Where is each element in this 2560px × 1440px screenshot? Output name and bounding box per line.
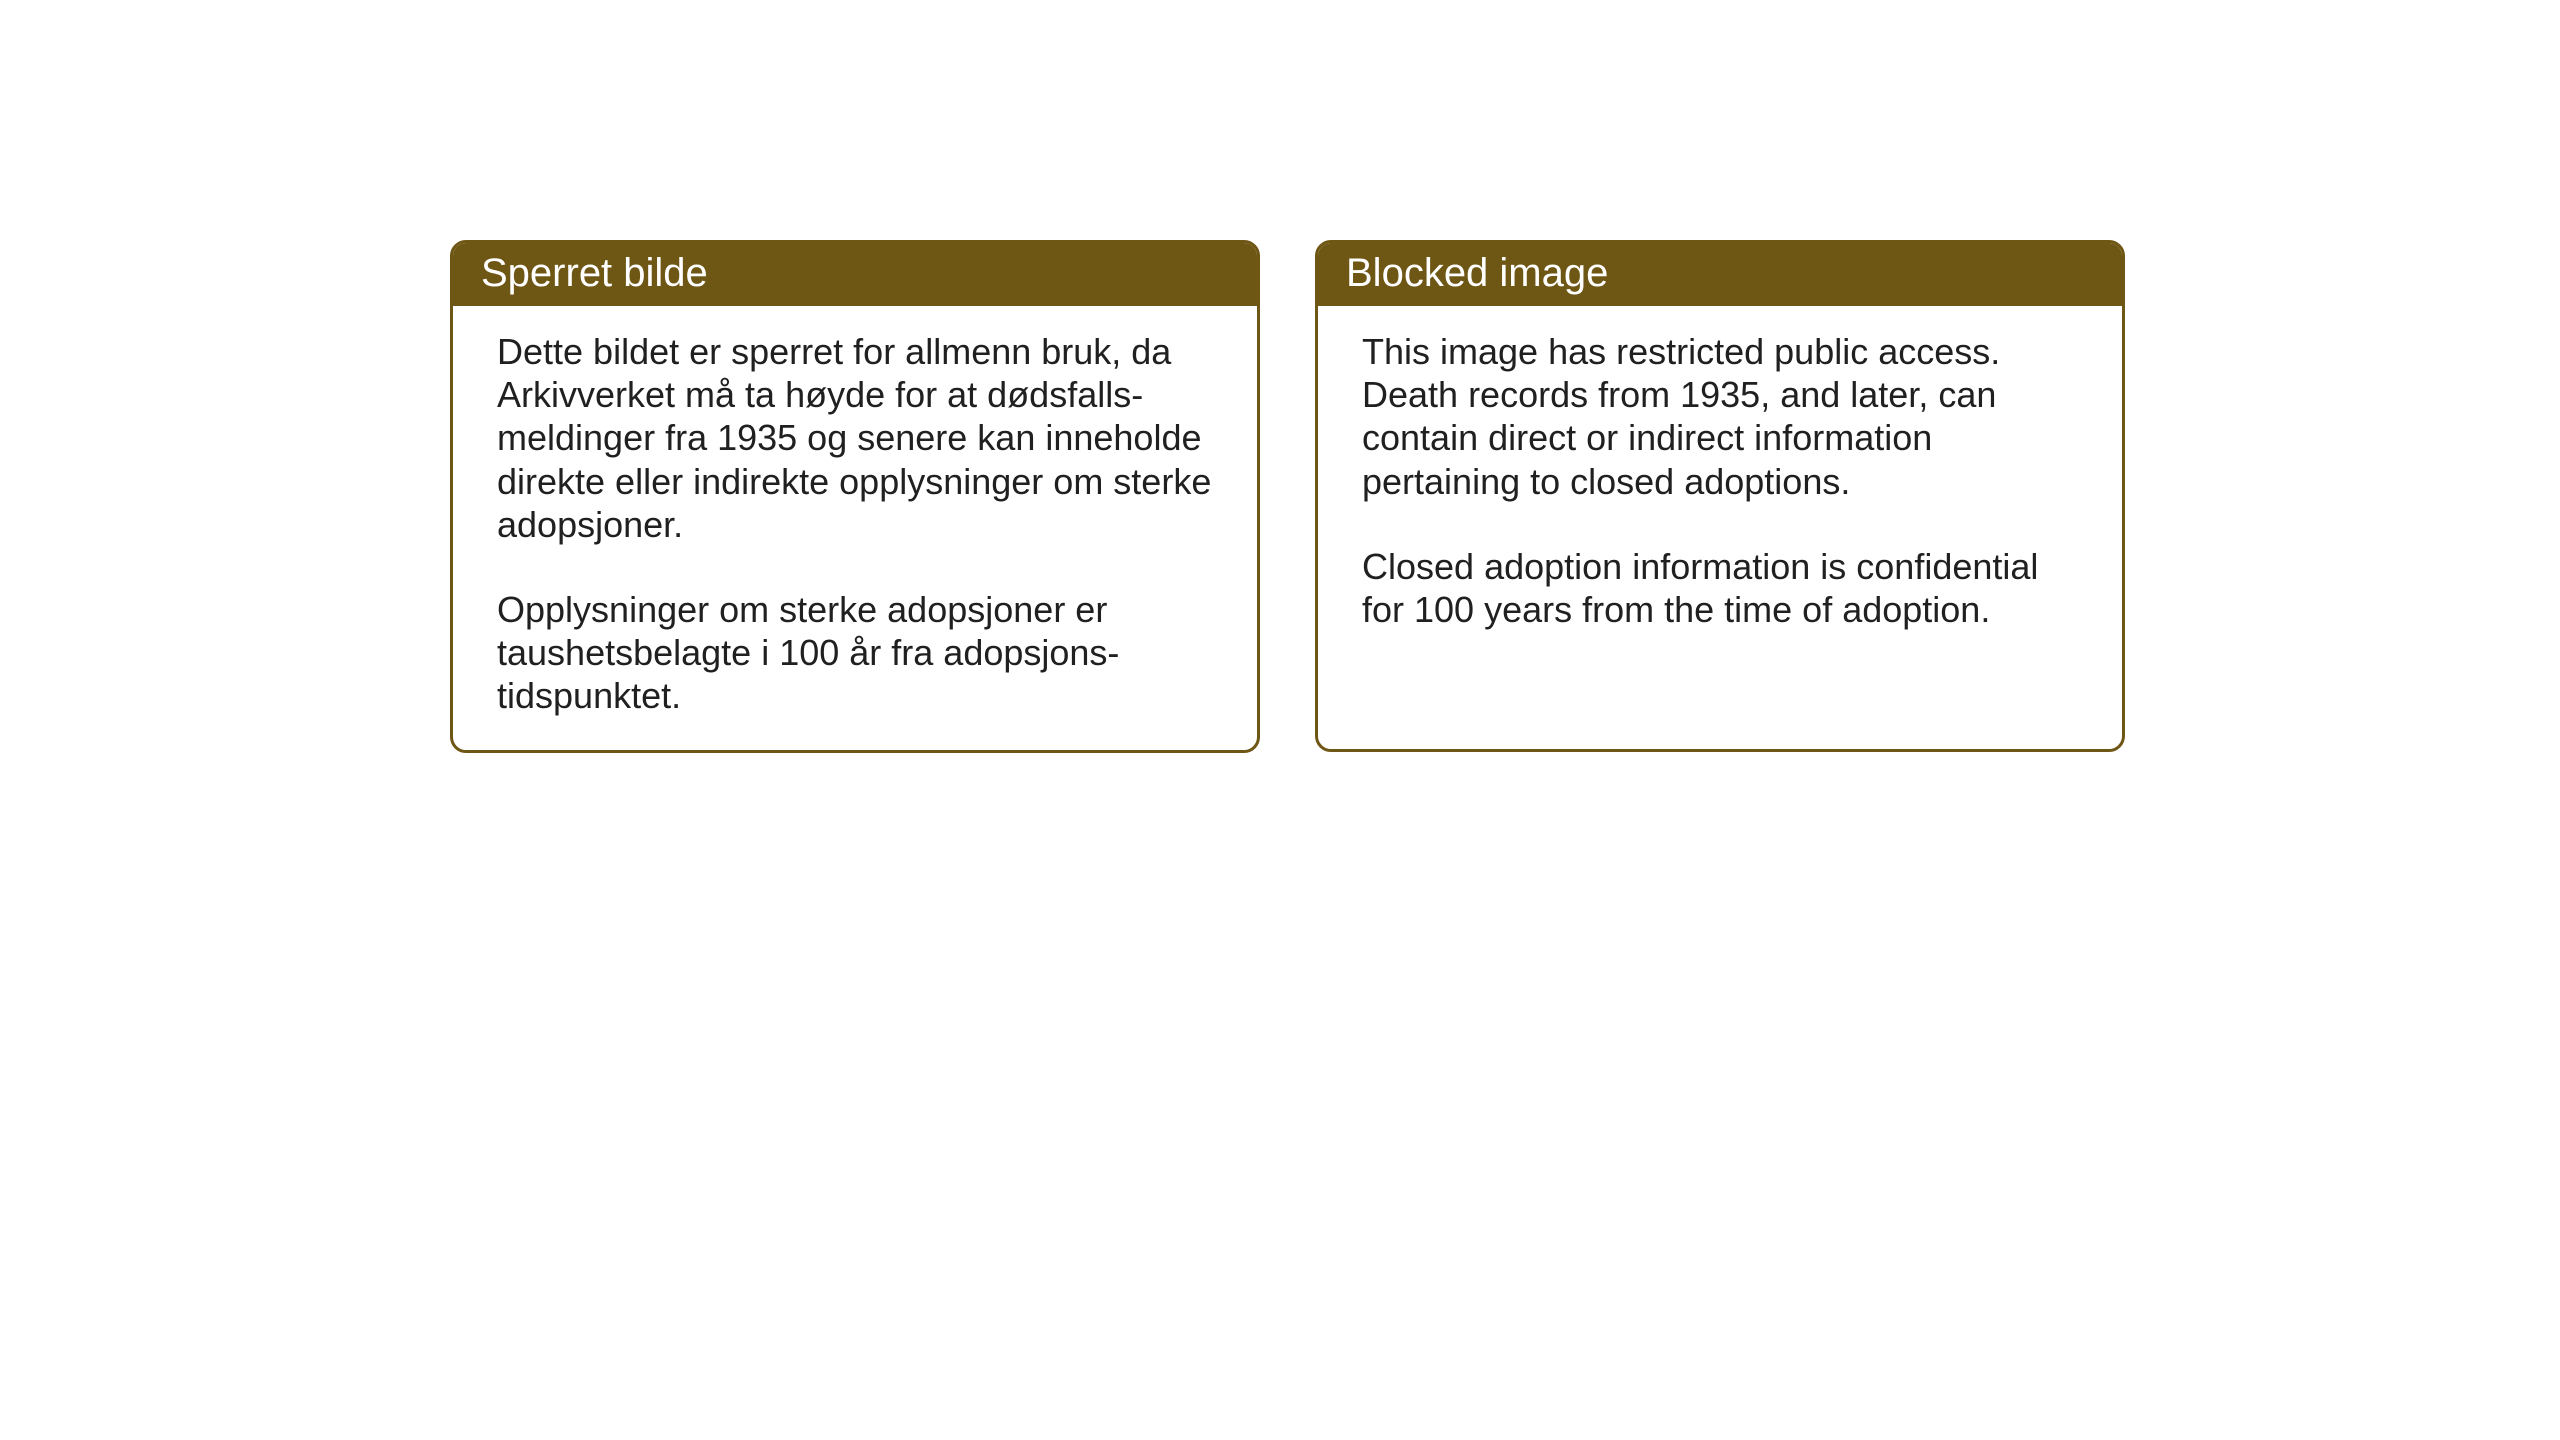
notice-card-norwegian: Sperret bilde Dette bildet er sperret fo… bbox=[450, 240, 1260, 753]
notice-paragraph-2-english: Closed adoption information is confident… bbox=[1362, 545, 2078, 631]
notice-body-english: This image has restricted public access.… bbox=[1318, 306, 2122, 663]
notice-title-english: Blocked image bbox=[1346, 251, 1608, 295]
notice-title-norwegian: Sperret bilde bbox=[481, 251, 708, 295]
notice-header-norwegian: Sperret bilde bbox=[453, 243, 1257, 306]
notice-header-english: Blocked image bbox=[1318, 243, 2122, 306]
notice-container: Sperret bilde Dette bildet er sperret fo… bbox=[450, 240, 2125, 753]
notice-paragraph-1-norwegian: Dette bildet er sperret for allmenn bruk… bbox=[497, 330, 1213, 546]
notice-paragraph-2-norwegian: Opplysninger om sterke adopsjoner er tau… bbox=[497, 588, 1213, 718]
notice-paragraph-1-english: This image has restricted public access.… bbox=[1362, 330, 2078, 503]
notice-card-english: Blocked image This image has restricted … bbox=[1315, 240, 2125, 752]
notice-body-norwegian: Dette bildet er sperret for allmenn bruk… bbox=[453, 306, 1257, 750]
